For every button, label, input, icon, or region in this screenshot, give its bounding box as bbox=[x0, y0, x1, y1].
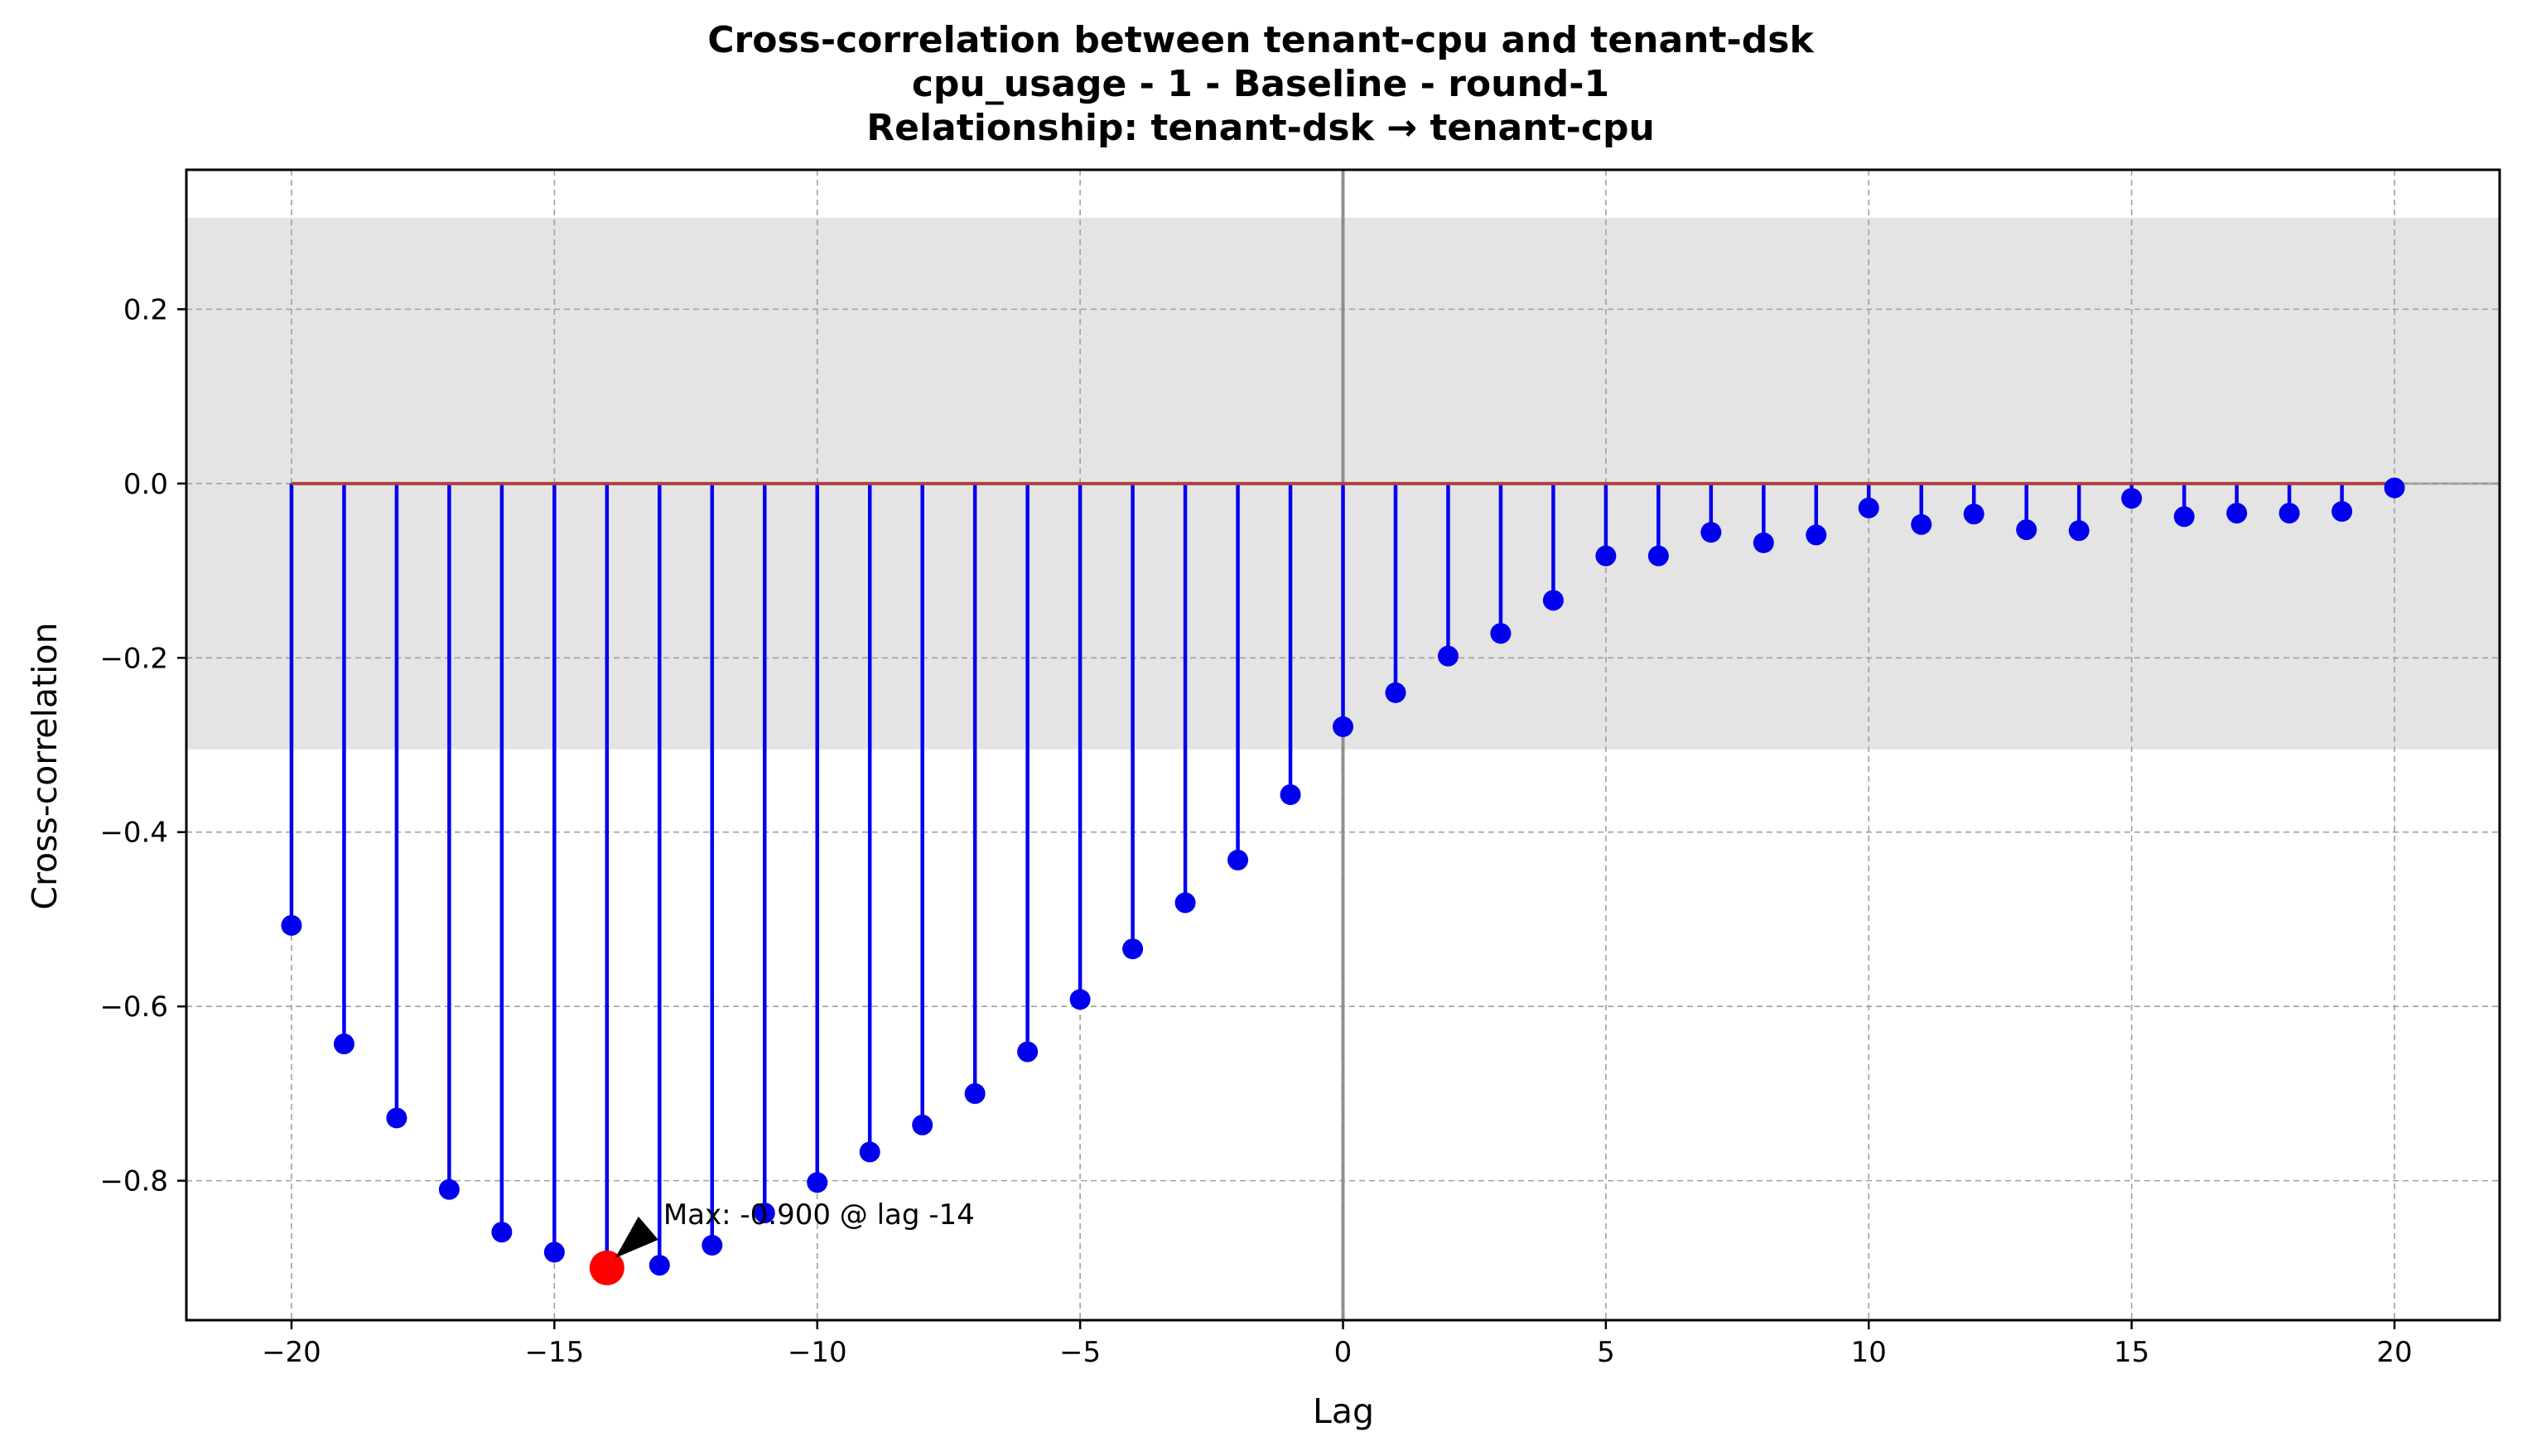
stem-marker bbox=[1280, 783, 1301, 805]
x-tick-label: 10 bbox=[1851, 1336, 1887, 1369]
stem-marker bbox=[2278, 503, 2300, 524]
stem-marker bbox=[1069, 989, 1091, 1010]
max-point-marker bbox=[589, 1250, 624, 1285]
stem-marker bbox=[543, 1241, 565, 1263]
x-tick-label: −15 bbox=[524, 1336, 584, 1369]
y-tick-label: −0.2 bbox=[99, 642, 168, 675]
stem-marker bbox=[1490, 623, 1512, 644]
title-line-1: Cross-correlation between tenant-cpu and… bbox=[707, 19, 1815, 61]
y-axis-ticks: −0.8 −0.6 −0.4 −0.2 0.0 0.2 bbox=[99, 293, 186, 1198]
stem-marker bbox=[1858, 497, 1879, 518]
stem-marker bbox=[2173, 506, 2195, 528]
stem-marker bbox=[912, 1114, 933, 1135]
stem-marker bbox=[491, 1222, 513, 1243]
stem-marker bbox=[1122, 938, 1144, 960]
y-tick-label: 0.0 bbox=[123, 468, 168, 501]
stem-marker bbox=[1806, 524, 1827, 546]
stem-marker bbox=[702, 1235, 723, 1256]
stem-marker bbox=[649, 1255, 670, 1276]
y-axis-label: Cross-correlation bbox=[25, 622, 65, 909]
stem-marker bbox=[1595, 545, 1617, 566]
x-tick-label: 0 bbox=[1334, 1336, 1353, 1369]
stem-marker bbox=[1333, 716, 1353, 737]
stem-markers bbox=[281, 477, 2405, 1279]
stem-marker bbox=[1963, 504, 1984, 525]
stem-marker bbox=[1753, 532, 1774, 553]
stem-marker bbox=[754, 1203, 775, 1224]
y-tick-label: −0.8 bbox=[99, 1165, 168, 1198]
stem-marker bbox=[1542, 590, 1564, 611]
chart-title: Cross-correlation between tenant-cpu and… bbox=[707, 19, 1815, 149]
stem-marker bbox=[333, 1033, 354, 1054]
stem-marker bbox=[807, 1172, 828, 1193]
stem-marker bbox=[859, 1141, 880, 1163]
max-annotation: Max: -0.900 @ lag -14 bbox=[615, 1198, 975, 1258]
stem-marker bbox=[2384, 477, 2405, 499]
stem-marker bbox=[964, 1082, 986, 1104]
stem-marker bbox=[1911, 513, 1932, 535]
x-tick-label: 5 bbox=[1597, 1336, 1615, 1369]
stem-marker bbox=[1437, 645, 1459, 667]
stem-marker bbox=[1174, 892, 1196, 914]
title-line-3: Relationship: tenant-dsk → tenant-cpu bbox=[866, 107, 1655, 149]
stem-marker bbox=[2016, 519, 2037, 541]
x-axis-label: Lag bbox=[1313, 1391, 1374, 1431]
x-tick-label: −20 bbox=[262, 1336, 321, 1369]
stem-marker bbox=[386, 1107, 407, 1129]
x-axis-ticks: −20 −15 −10 −5 0 5 10 15 20 bbox=[262, 1320, 2413, 1369]
annotation-arrow bbox=[615, 1216, 658, 1258]
stem-marker bbox=[2121, 488, 2143, 509]
x-tick-label: 20 bbox=[2376, 1336, 2412, 1369]
stem-marker bbox=[438, 1179, 460, 1200]
x-tick-label: 15 bbox=[2114, 1336, 2149, 1369]
annotation-text: Max: -0.900 @ lag -14 bbox=[663, 1198, 975, 1232]
x-tick-label: −10 bbox=[788, 1336, 847, 1369]
stem-marker bbox=[281, 914, 302, 936]
stem-lines bbox=[289, 483, 2397, 1268]
stem-marker bbox=[2332, 500, 2353, 522]
stem-marker bbox=[1017, 1041, 1039, 1063]
title-line-2: cpu_usage - 1 - Baseline - round-1 bbox=[912, 63, 1609, 105]
stem-marker bbox=[1385, 682, 1406, 703]
stem-marker bbox=[2226, 503, 2248, 524]
stem-marker bbox=[2068, 520, 2090, 542]
stem-marker bbox=[1227, 849, 1249, 870]
x-tick-label: −5 bbox=[1059, 1336, 1101, 1369]
y-tick-label: −0.4 bbox=[99, 817, 168, 850]
stem-marker bbox=[1700, 522, 1722, 543]
y-tick-label: −0.6 bbox=[99, 991, 168, 1024]
stem-marker bbox=[1647, 545, 1669, 566]
y-tick-label: 0.2 bbox=[123, 293, 168, 326]
plot-area: Max: -0.900 @ lag -14 bbox=[185, 168, 2501, 1322]
